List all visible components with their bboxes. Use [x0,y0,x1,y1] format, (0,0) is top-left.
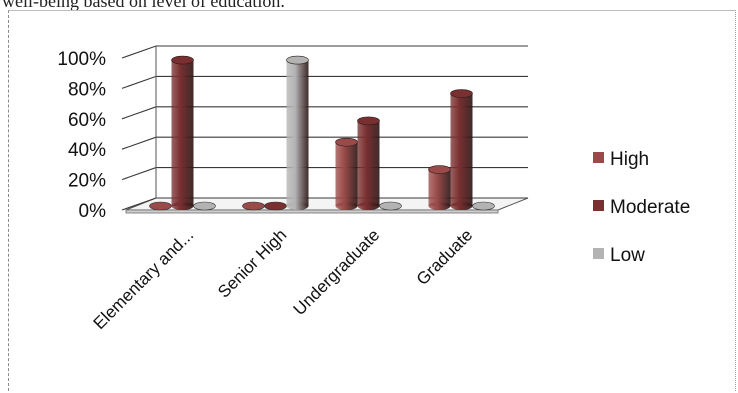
legend-swatch [593,248,604,259]
legend-entry-high: High [593,149,649,170]
chart-floor-edge [125,209,499,214]
chart-frame [8,10,736,391]
legend-label: High [610,149,649,170]
bar-moderate [450,89,473,210]
chart-caption: well-being based on level of education. [2,0,285,11]
y-tick-label: 100% [57,49,106,70]
y-tick-label: 40% [68,140,106,161]
bar-moderate [264,201,287,211]
x-axis-labels: Elementary and... Senior High Undergraduat… [90,225,477,333]
x-category-label: Elementary and... [90,225,198,333]
gridlines [121,45,528,211]
bar-high [242,201,265,211]
x-category-label: Senior High [214,225,290,301]
y-axis-ticks: 0% 20% 40% 60% 80% 100% [57,49,106,222]
legend-entry-moderate: Moderate [593,197,690,218]
legend-label: Low [610,245,645,266]
legend-swatch [593,152,604,163]
y-tick-label: 80% [68,79,106,100]
x-category-label: Undergraduate [290,225,384,319]
legend: High Moderate Low [593,149,690,266]
bar-high [149,201,172,211]
chart-floor [125,197,529,214]
legend-entry-low: Low [593,245,645,266]
x-category-label: Graduate [413,225,477,289]
bar-low [193,201,216,211]
bar-moderate [357,116,380,210]
y-tick-label: 0% [79,201,107,222]
legend-swatch [593,200,604,211]
bar-high [335,137,358,210]
bars [149,55,495,211]
bar-low [472,201,495,211]
bar-low [379,201,402,211]
bar-high [428,165,451,210]
bar-moderate [171,55,194,210]
y-tick-label: 60% [68,110,106,131]
y-tick-label: 20% [68,171,106,192]
bar-low [286,55,309,210]
legend-label: Moderate [610,197,690,218]
